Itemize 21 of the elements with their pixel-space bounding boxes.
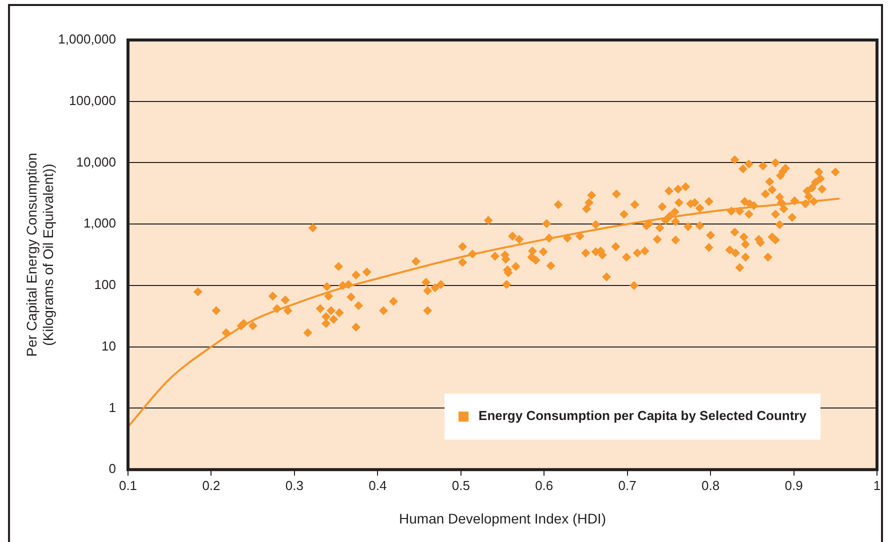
y-tick-label: 1,000,000 xyxy=(58,32,116,47)
x-tick-label: 0.1 xyxy=(118,478,138,493)
x-tick-label: 0.5 xyxy=(452,478,470,493)
x-axis-title: Human Development Index (HDI) xyxy=(399,510,606,526)
y-tick-label: 100 xyxy=(94,277,116,292)
x-tick-label: 0.6 xyxy=(535,478,554,493)
y-tick-label: 10,000 xyxy=(76,154,116,170)
x-tick-label: 0.9 xyxy=(784,478,803,493)
y-tick-label: 1,000 xyxy=(83,216,116,231)
y-tick-label: 100,000 xyxy=(69,92,116,108)
x-tick-label: 0.3 xyxy=(285,478,304,493)
x-tick-label: 1 xyxy=(873,478,881,493)
x-tick-label: 0.7 xyxy=(618,478,636,493)
x-tick-label: 0.4 xyxy=(368,478,387,493)
y-tick-label: 0 xyxy=(108,461,116,476)
x-tick-label: 0.8 xyxy=(702,478,720,493)
y-tick-label: 10 xyxy=(102,338,116,354)
x-tick-label: 0.2 xyxy=(202,478,220,493)
y-tick-label: 1 xyxy=(108,400,116,415)
legend-label: Energy Consumption per Capita by Selected Country xyxy=(478,408,808,424)
y-axis-title: Per Capital Energy Consumption (Kilograms of Oil Equivalent)) xyxy=(23,152,56,357)
